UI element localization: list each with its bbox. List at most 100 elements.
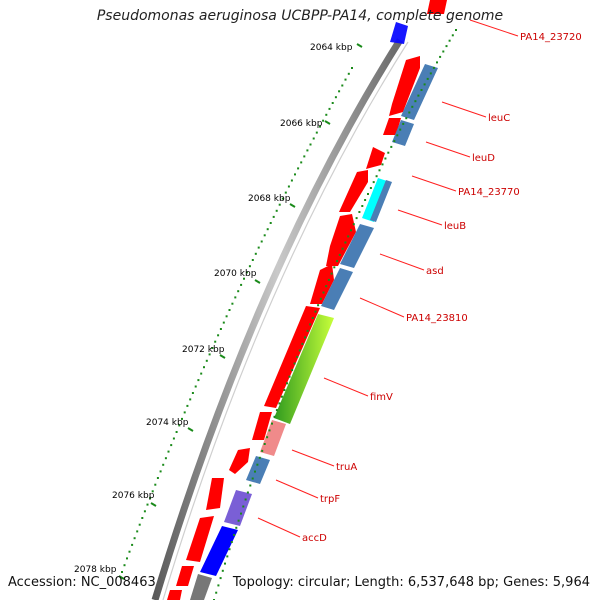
tick-dot (151, 490, 154, 493)
tick-dot (248, 265, 251, 268)
tick-dot (423, 83, 426, 86)
gene-label[interactable]: truA (336, 462, 357, 473)
reverse-cds[interactable] (401, 64, 438, 120)
forward-cds[interactable] (339, 170, 368, 212)
tick-dot (170, 444, 173, 447)
tick-dot (268, 429, 271, 432)
tick-dot (378, 169, 381, 172)
tick-dot (309, 323, 312, 326)
tick-dot (159, 470, 162, 473)
tick-dot (442, 50, 445, 53)
tick-dot (251, 477, 254, 480)
tick-dot (331, 102, 334, 104)
tick-dot (141, 517, 144, 519)
forward-cds[interactable] (176, 566, 194, 586)
tick-dot (291, 369, 294, 372)
tick-dot (178, 424, 181, 427)
forward-cds[interactable] (167, 590, 182, 600)
tick-dot (154, 483, 157, 486)
tick-dot (344, 78, 347, 81)
forward-cds[interactable] (366, 147, 385, 169)
tick-dot (381, 163, 384, 166)
tick-dot (341, 247, 344, 250)
tick-dot (162, 463, 165, 466)
gene-label[interactable]: PA14_23720 (520, 32, 582, 43)
tick-dot (350, 229, 352, 232)
tick-dot (278, 402, 281, 405)
tick-dot (266, 228, 269, 231)
gene-label[interactable]: leuD (472, 153, 495, 164)
tick-dot (293, 362, 296, 365)
tick-dot (131, 543, 134, 546)
tick-dot (272, 215, 275, 218)
gene-label[interactable]: asd (426, 266, 444, 277)
gene-label[interactable]: trpF (320, 494, 340, 505)
reverse-cds[interactable] (246, 456, 270, 484)
tick-dot (367, 193, 369, 195)
tick-dot (426, 77, 429, 80)
tick-dot (436, 61, 438, 64)
tick-dot (432, 66, 435, 69)
forward-cds[interactable] (326, 214, 356, 266)
gene-label[interactable]: PA14_23770 (458, 187, 520, 198)
tick-dot (439, 55, 442, 58)
tick-dot (325, 285, 328, 288)
tick-dot (143, 510, 146, 513)
tick-dot (219, 328, 222, 330)
tick-dot (186, 404, 189, 407)
tick-dot (224, 562, 226, 565)
tick-dot (333, 266, 336, 269)
tick-dot (399, 128, 402, 131)
gene-label[interactable]: leuC (488, 113, 510, 124)
tick-dot (242, 505, 245, 508)
reverse-cds[interactable] (392, 120, 414, 146)
forward-cds[interactable] (310, 264, 334, 304)
tick-dot (215, 591, 218, 594)
tick-dot (322, 119, 325, 122)
tick-dot (214, 340, 217, 343)
forward-cds[interactable] (383, 118, 401, 135)
gene-label[interactable]: PA14_23810 (406, 313, 468, 324)
reverse-cds[interactable] (200, 526, 238, 576)
topology-text: Topology: circular; Length: 6,537,648 bp… (232, 575, 590, 590)
tick-dot (298, 349, 301, 352)
tick-dot (341, 84, 344, 87)
reverse-cds[interactable] (321, 268, 353, 310)
reverse-cds[interactable] (260, 420, 286, 456)
tick-dot (228, 309, 231, 311)
tick-dot (336, 260, 339, 263)
tick-dot (286, 382, 288, 385)
tick-dot (369, 187, 372, 189)
tick-dot (314, 310, 317, 313)
reverse-cds[interactable] (190, 574, 212, 600)
kbp-major-ticks (118, 43, 363, 580)
tick-dot (244, 498, 247, 501)
genome-backbone (151, 38, 403, 600)
tick-dot (408, 111, 411, 114)
tick-dot (260, 240, 263, 243)
reverse-cds[interactable] (340, 224, 374, 268)
tick-dot (136, 530, 139, 533)
reverse-cds[interactable] (390, 22, 408, 44)
gene-label[interactable]: leuB (444, 221, 466, 232)
forward-cds[interactable] (252, 412, 272, 440)
tick-dot (338, 90, 341, 93)
gene-label[interactable]: fimV (370, 392, 393, 403)
forward-cds[interactable] (186, 516, 214, 562)
tick-dot (311, 317, 314, 319)
tick-dot (243, 277, 245, 280)
tick-dot (417, 94, 420, 97)
tick-dot (322, 291, 325, 294)
forward-cds[interactable] (427, 0, 447, 14)
forward-cds[interactable] (229, 448, 250, 474)
forward-cds[interactable] (264, 306, 320, 408)
fimV-cds[interactable] (274, 314, 334, 424)
tick-dot (355, 217, 358, 220)
forward-cds[interactable] (389, 56, 420, 116)
reverse-cds[interactable] (370, 180, 392, 222)
tick-dot (296, 355, 299, 358)
tick-dot (334, 96, 337, 99)
forward-cds[interactable] (206, 478, 224, 510)
gene-label[interactable]: accD (302, 533, 327, 544)
tick-dot (128, 550, 131, 553)
